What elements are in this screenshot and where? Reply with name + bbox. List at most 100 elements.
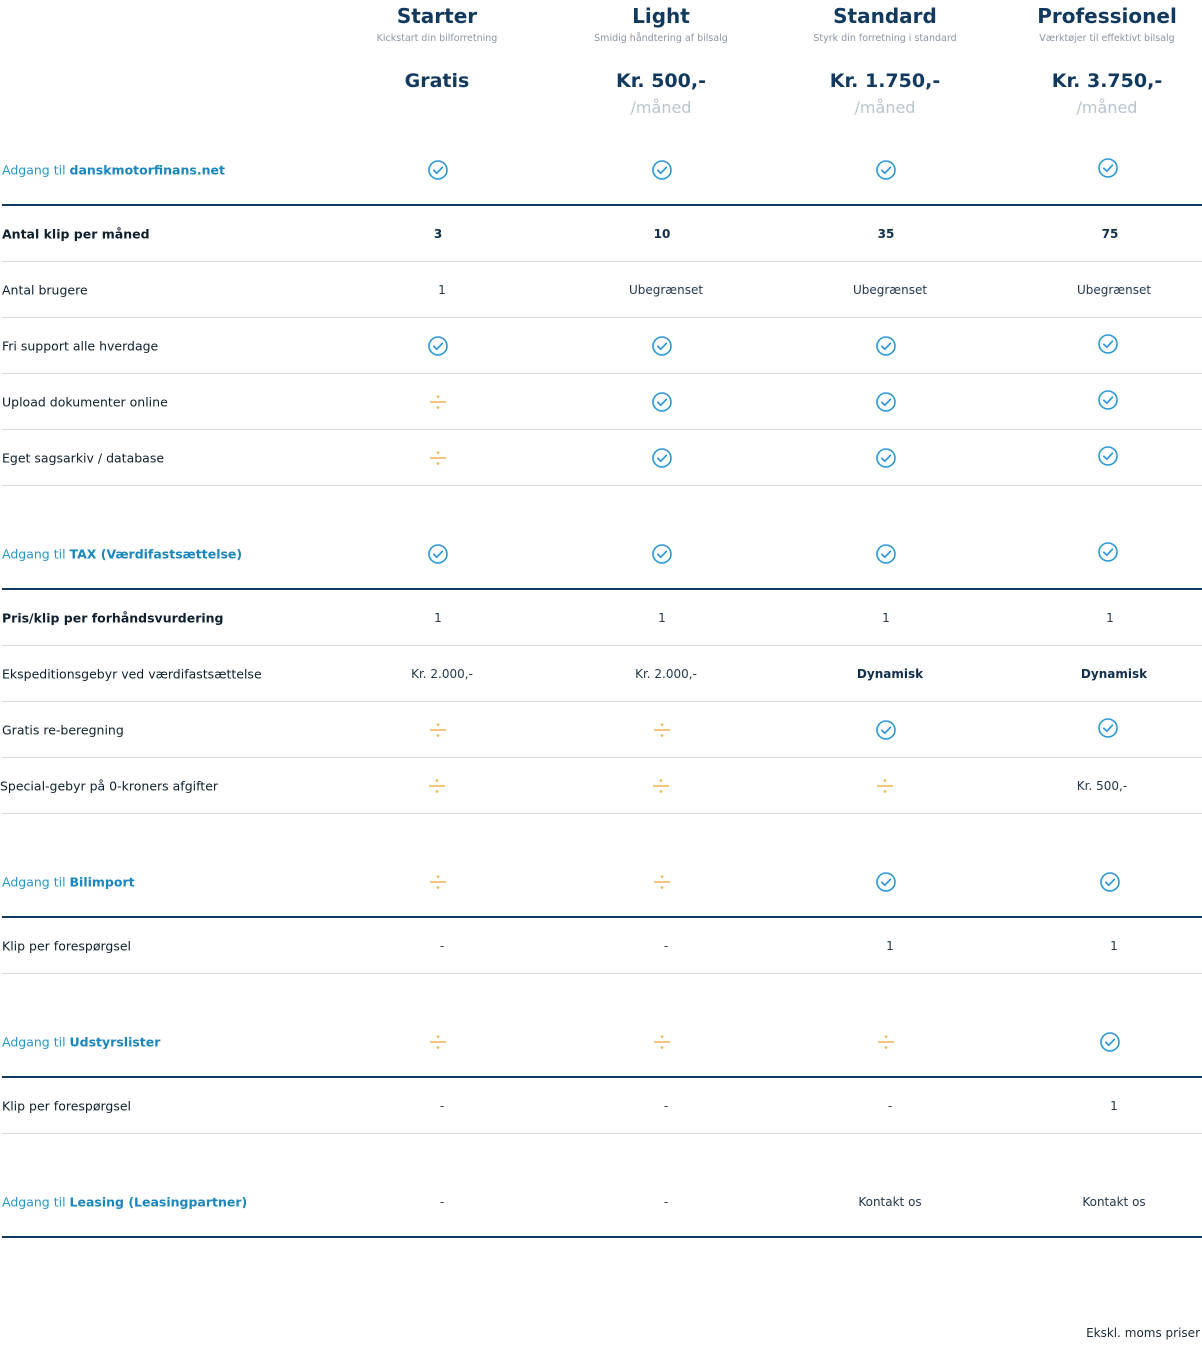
check-circle-icon — [1097, 333, 1119, 355]
divide-icon — [427, 871, 449, 893]
section-danskmotorfinans: Adgang til danskmotorfinans.net — [2, 162, 225, 178]
divide-icon — [875, 1031, 897, 1053]
cell: Ubegrænset — [1076, 283, 1152, 297]
check-circle-icon — [875, 391, 897, 413]
cell: 1 — [438, 283, 446, 297]
check-circle-icon — [875, 447, 897, 469]
cell: Kontakt os — [858, 1195, 922, 1209]
check-circle-icon — [1097, 717, 1119, 739]
cell: 1 — [886, 939, 894, 953]
section-divider — [2, 916, 1202, 918]
plan-tagline: Værktøjer til effektivt bilsalg — [1039, 33, 1175, 44]
row-label: Gratis re-beregning — [2, 722, 124, 738]
divide-icon — [427, 1031, 449, 1053]
check-circle-icon — [1097, 389, 1119, 411]
cell: 1 — [882, 611, 890, 625]
plan-period: /måned — [630, 98, 692, 117]
row-divider — [2, 485, 1202, 486]
cell: - — [663, 1195, 669, 1209]
row-divider — [2, 973, 1202, 974]
divide-icon — [427, 447, 449, 469]
plan-name: Light — [632, 4, 690, 28]
check-circle-icon — [1097, 157, 1119, 179]
plan-tagline: Styrk din forretning i standard — [813, 33, 957, 44]
check-circle-icon — [1099, 871, 1121, 893]
cell: 1 — [658, 611, 666, 625]
cell: Dynamisk — [856, 667, 924, 681]
row-divider — [2, 317, 1202, 318]
cell: - — [663, 939, 669, 953]
cell: 3 — [433, 227, 443, 241]
section-bilimport: Adgang til Bilimport — [2, 874, 135, 890]
check-circle-icon — [427, 543, 449, 565]
divide-icon — [874, 775, 896, 797]
row-label: Klip per forespørgsel — [2, 938, 132, 954]
plan-period: /måned — [1076, 98, 1138, 117]
cell: 1 — [434, 611, 442, 625]
cell: - — [439, 939, 445, 953]
plan-price: Kr. 500,- — [616, 70, 706, 92]
footer-note: Ekskl. moms priser — [1086, 1326, 1200, 1340]
row-label: Fri support alle hverdage — [2, 338, 159, 354]
check-circle-icon — [427, 159, 449, 181]
row-label: Antal brugere — [2, 282, 88, 298]
check-circle-icon — [1099, 1031, 1121, 1053]
row-label: Special-gebyr på 0-kroners afgifter — [0, 778, 219, 794]
row-divider — [2, 1133, 1202, 1134]
row-divider — [2, 701, 1202, 702]
cell: - — [439, 1099, 445, 1113]
row-divider — [2, 261, 1202, 262]
cell: 1 — [1110, 1099, 1118, 1113]
cell: 1 — [1106, 611, 1114, 625]
row-divider — [2, 645, 1202, 646]
divide-icon — [427, 719, 449, 741]
divide-icon — [651, 871, 673, 893]
plan-tagline: Kickstart din bilforretning — [376, 33, 498, 44]
cell: 10 — [653, 227, 671, 241]
divide-icon — [426, 775, 448, 797]
section-divider — [2, 204, 1202, 206]
section-udstyrslister: Adgang til Udstyrslister — [2, 1034, 161, 1050]
row-label: Upload dokumenter online — [2, 394, 168, 410]
plan-name: Standard — [833, 4, 937, 28]
section-leasing: Adgang til Leasing (Leasingpartner) — [2, 1194, 248, 1210]
plan-price: Gratis — [404, 70, 470, 92]
check-circle-icon — [875, 159, 897, 181]
row-divider — [2, 373, 1202, 374]
row-label: Antal klip per måned — [2, 226, 150, 242]
row-label: Pris/klip per forhåndsvurdering — [2, 610, 224, 626]
divide-icon — [427, 391, 449, 413]
plan-tagline: Smidig håndtering af bilsalg — [594, 33, 728, 44]
plan-name: Professionel — [1037, 4, 1177, 28]
row-divider — [2, 429, 1202, 430]
plan-price: Kr. 1.750,- — [829, 70, 941, 92]
plan-period: /måned — [854, 98, 916, 117]
cell: Kr. 2.000,- — [411, 667, 473, 681]
row-label: Klip per forespørgsel — [2, 1098, 132, 1114]
check-circle-icon — [651, 335, 673, 357]
cell: Kontakt os — [1082, 1195, 1146, 1209]
divide-icon — [651, 1031, 673, 1053]
cell: - — [663, 1099, 669, 1113]
cell: Kr. 2.000,- — [635, 667, 697, 681]
row-label: Eget sagsarkiv / database — [2, 450, 165, 466]
cell: 75 — [1101, 227, 1119, 241]
section-divider — [2, 1236, 1202, 1238]
cell: 35 — [877, 227, 895, 241]
check-circle-icon — [651, 447, 673, 469]
cell: - — [439, 1195, 445, 1209]
cell: Ubegrænset — [628, 283, 704, 297]
check-circle-icon — [875, 335, 897, 357]
plan-price: Kr. 3.750,- — [1051, 70, 1163, 92]
section-tax: Adgang til TAX (Værdifastsættelse) — [2, 546, 243, 562]
check-circle-icon — [427, 335, 449, 357]
cell: 1 — [1110, 939, 1118, 953]
check-circle-icon — [1097, 541, 1119, 563]
divide-icon — [650, 775, 672, 797]
section-divider — [2, 588, 1202, 590]
cell: Kr. 500,- — [1076, 779, 1128, 793]
cell: Dynamisk — [1080, 667, 1148, 681]
row-divider — [2, 813, 1202, 814]
check-circle-icon — [651, 159, 673, 181]
row-divider — [2, 757, 1202, 758]
